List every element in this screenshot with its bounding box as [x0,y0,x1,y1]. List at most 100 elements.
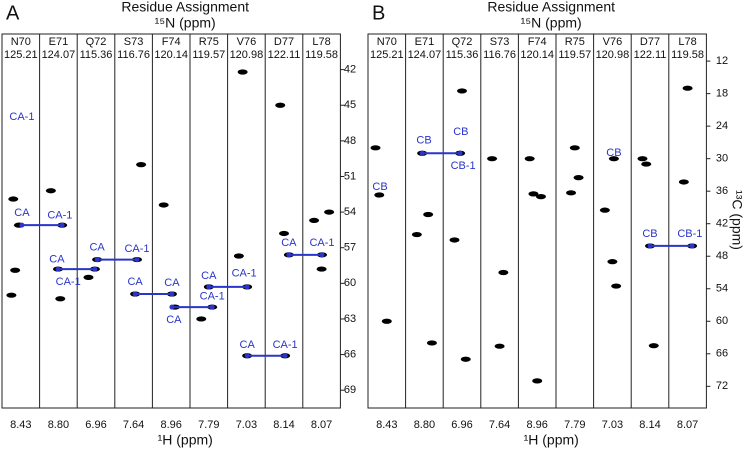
peak [682,85,693,91]
link-end [457,150,463,156]
n15-label: 120.14 [154,49,188,61]
link-end [132,291,138,297]
peak [608,156,619,162]
peak [566,190,577,196]
assignment-label: CA [240,339,256,351]
y-tick-label: 57 [344,242,356,254]
peak [10,267,21,273]
assignment-label: CA [201,270,217,282]
link-end [282,353,288,359]
y-tick-label: 12 [716,55,728,67]
assignment-label: CB [606,147,621,159]
h1-label: 8.80 [414,419,435,431]
peak [6,292,17,298]
y-tick-label: 66 [344,348,356,360]
peak [374,192,385,198]
residue-label: V76 [603,36,623,48]
link-end [689,243,695,249]
residue-label: V76 [237,36,257,48]
assignment-label: CA-1 [124,243,149,255]
h1-label: 8.96 [526,419,547,431]
assignment-label: CA-1 [47,210,72,222]
peak [457,88,467,94]
n15-label: 116.76 [117,49,150,61]
link-end [209,304,215,310]
assignment-label: CA [164,277,180,289]
y-tick-label: 60 [716,315,728,327]
plot-frame [367,33,707,409]
bottom-axis-label: ¹H (ppm) [524,432,579,448]
peak [678,179,689,185]
residue-label: S73 [124,36,144,48]
link-end [94,257,100,263]
peak [324,209,335,215]
n15-label: 122.11 [268,49,301,61]
n15-label: 115.36 [80,49,113,61]
n15-label: 119.58 [305,49,338,61]
peak [524,156,535,162]
y-tick-label: 69 [344,384,356,396]
y-tick-label: 18 [716,88,728,100]
y-tick-label: 72 [716,380,728,392]
assignment-label: CA-1 [273,339,298,351]
y-axis-label: ¹³C (ppm) [729,190,745,250]
h1-label: 6.96 [451,419,472,431]
assignment-label: CB-1 [451,160,476,172]
h1-label: 7.79 [564,419,585,431]
peak [599,207,610,213]
n15-label: 124.07 [42,49,76,61]
h1-label: 8.14 [639,419,660,431]
peak [233,253,244,259]
peak [275,102,286,108]
h1-label: 8.43 [10,419,31,431]
peak [8,196,19,202]
assignment-label: CA [49,253,65,265]
link-end [19,222,25,228]
peak [607,259,618,265]
y-tick-label: 42 [716,218,728,230]
peak [573,175,584,181]
panel-label: A [6,2,20,24]
peak [535,194,546,200]
y-tick-label: 66 [716,348,728,360]
link-end [92,266,98,272]
link-end [134,257,140,263]
link-end [244,353,250,359]
y-tick-label: 45 [344,99,356,111]
link-end [244,284,250,290]
peak [196,316,207,322]
residue-label: Q72 [452,36,473,48]
peak [316,266,327,272]
h1-label: 7.79 [198,419,219,431]
peak [641,161,652,167]
h1-label: 6.96 [85,419,106,431]
y-tick-label: 54 [344,206,356,218]
n15-label: 120.98 [596,49,630,61]
bottom-axis-label: ¹H (ppm) [158,432,213,448]
link-end [286,252,292,258]
peak [370,145,381,151]
h1-label: 8.80 [48,419,69,431]
y-tick-label: 63 [344,313,356,325]
chart-title: Residue Assignment [121,0,249,15]
h1-label: 8.07 [311,419,332,431]
peak [423,211,434,218]
assignment-label: CB [416,135,431,147]
h1-label: 7.03 [602,419,623,431]
peak [381,318,392,324]
peak [309,217,320,224]
assignment-label: CB [642,228,657,240]
residue-label: L78 [678,36,696,48]
residue-label: F74 [528,36,547,48]
peak [426,340,437,346]
peak [136,162,147,168]
link-end [59,222,65,228]
residue-label: R75 [199,36,219,48]
y-tick-label: 24 [716,120,728,132]
n15-label: 120.14 [520,49,554,61]
assignment-label: CA-1 [309,237,334,249]
link-end [55,266,61,272]
n15-label: 116.76 [483,49,516,61]
link-end [169,304,175,310]
